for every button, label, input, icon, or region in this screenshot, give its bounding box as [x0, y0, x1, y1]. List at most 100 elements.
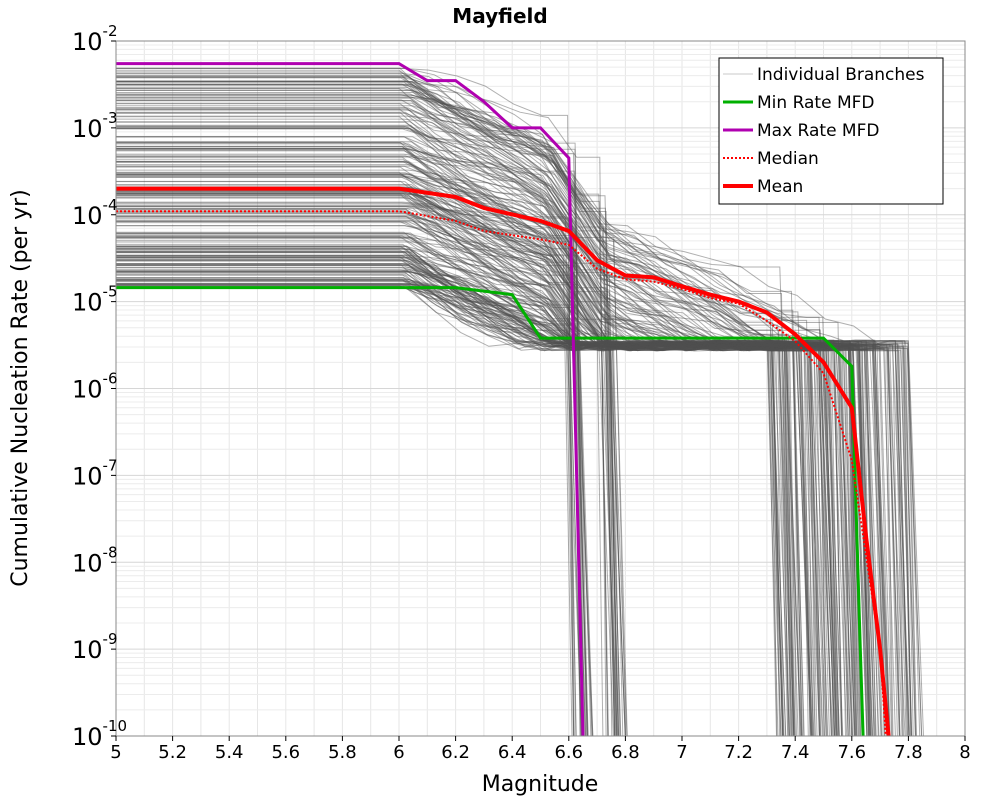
branch-line [116, 271, 619, 737]
branch-line [116, 141, 857, 737]
branch-line [116, 186, 896, 737]
branch-line [116, 71, 778, 737]
branch-line [116, 283, 801, 737]
branch-line [116, 96, 814, 737]
branch-line [116, 232, 838, 737]
x-axis-label: Magnitude [482, 772, 599, 797]
branch-line [116, 99, 613, 737]
branch-line [116, 83, 803, 737]
x-tick-label: 5.6 [271, 742, 300, 763]
branch-line [116, 160, 868, 737]
branch-line [116, 121, 832, 737]
branch-line [116, 247, 811, 737]
branch-line [116, 73, 583, 737]
branch-line [116, 94, 794, 737]
branch-line [116, 128, 912, 737]
branch-line [116, 279, 916, 737]
branch-line [116, 260, 909, 737]
branch-line [116, 232, 626, 737]
branch-line [116, 235, 904, 737]
series-max-rate-mfd [116, 62, 585, 737]
branch-line [116, 203, 573, 737]
branch-line [116, 236, 820, 737]
branch-line [116, 102, 917, 737]
branch-line [116, 148, 894, 737]
branch-line [116, 208, 849, 737]
branch-line [116, 83, 803, 737]
branch-line [116, 190, 795, 737]
branch-line [116, 254, 872, 737]
branch-line [116, 256, 840, 737]
branch-line [116, 221, 856, 737]
y-tick-label: 10-2 [72, 22, 118, 56]
branch-line [116, 193, 783, 737]
x-axis-ticks: 5 5.2 5.4 5.6 5.8 6 6.2 6.4 6.6 6.8 7 7.2 7.4 7.6 7.8 8 [110, 736, 971, 763]
branch-line [116, 72, 802, 737]
branch-line [116, 100, 889, 737]
branch-line [116, 274, 799, 737]
branch-line [116, 118, 921, 737]
branch-line [116, 191, 577, 737]
branch-line [116, 216, 803, 737]
branch-line [116, 286, 875, 737]
branch-line [116, 69, 628, 737]
x-tick-label: 5 [110, 742, 121, 763]
legend-label: Median [757, 149, 819, 169]
branch-line [116, 112, 914, 737]
branch-line [116, 286, 779, 737]
branch-line [116, 149, 577, 737]
branch-line [116, 149, 875, 737]
x-tick-label: 7.6 [837, 742, 866, 763]
branch-line [116, 84, 893, 737]
branch-line [116, 108, 814, 737]
branch-line [116, 94, 796, 737]
branch-line [116, 231, 856, 737]
branch-line [116, 287, 782, 737]
legend: Individual Branches Min Rate MFD Max Rate … [718, 57, 944, 205]
x-tick-label: 5.8 [328, 742, 357, 763]
branch-line [116, 246, 862, 737]
branch-line [116, 286, 910, 737]
branch-line [116, 257, 812, 737]
branch-line [116, 263, 594, 737]
series-min-rate-mfd [116, 286, 865, 737]
branch-line [116, 239, 912, 737]
branch-line [116, 269, 575, 737]
branch-line [116, 153, 581, 737]
branch-line [116, 279, 837, 737]
branch-line [116, 286, 628, 737]
branch-line [116, 136, 795, 737]
x-tick-label: 6.8 [611, 742, 640, 763]
branch-line [116, 236, 820, 737]
branch-line [116, 269, 594, 737]
branch-line [116, 215, 863, 737]
branch-line [116, 77, 912, 737]
branch-line [116, 193, 791, 737]
branch-line [116, 205, 822, 737]
branch-line [116, 260, 913, 737]
branch-line [116, 142, 901, 737]
x-tick-label: 7.4 [781, 742, 810, 763]
branch-line [116, 111, 827, 737]
branch-line [116, 161, 830, 737]
branch-line [116, 280, 924, 737]
branch-line [116, 97, 809, 737]
branch-line [116, 136, 844, 737]
branch-line [116, 112, 783, 737]
branch-line [116, 171, 813, 737]
branch-line [116, 271, 626, 737]
branch-line [116, 67, 840, 737]
y-axis-label: Cumulative Nucleation Rate (per yr) [8, 189, 33, 587]
branch-line [116, 80, 609, 737]
branch-line [116, 174, 584, 737]
branch-line [116, 256, 907, 737]
branch-line [116, 176, 855, 737]
y-tick-label: 10-9 [72, 630, 118, 664]
branch-line [116, 285, 618, 737]
branch-line [116, 81, 609, 737]
branch-line [116, 277, 626, 737]
branch-line [116, 277, 849, 737]
branch-line [116, 116, 893, 737]
branch-line [116, 241, 843, 737]
branch-line [116, 286, 868, 737]
